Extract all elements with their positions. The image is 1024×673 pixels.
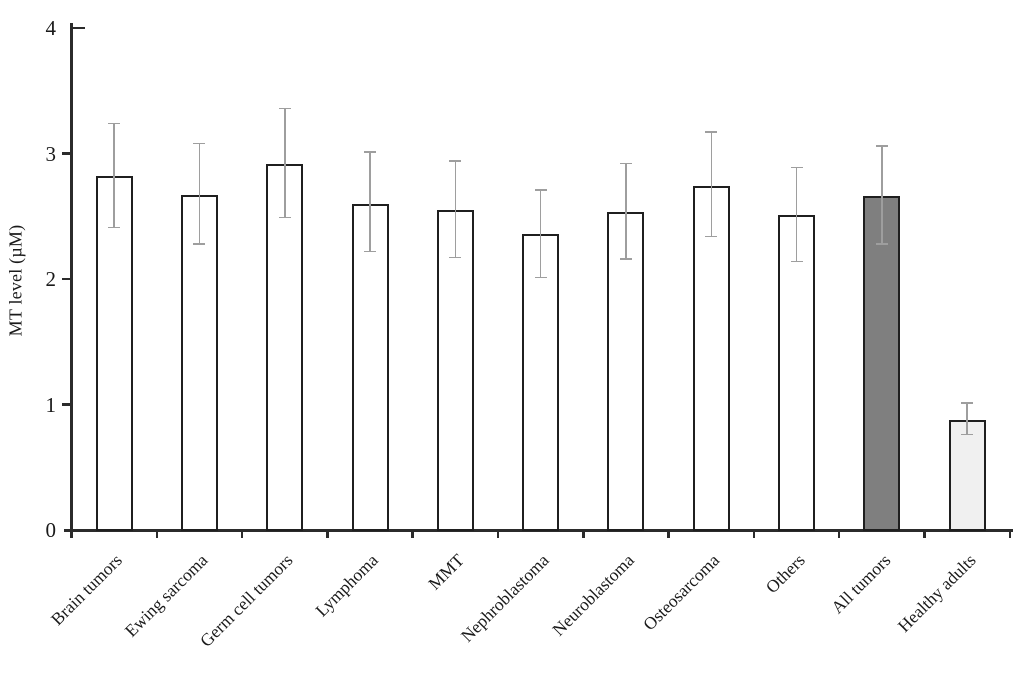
x-axis-label-lymphoma: Lymphoma <box>311 549 383 621</box>
y-tick-label: 0 <box>45 518 57 542</box>
error-bar-cap-top <box>278 107 291 110</box>
x-axis-label-brain-tumors: Brain tumors <box>47 549 127 630</box>
x-axis-label-all-tumors: All tumors <box>826 549 894 618</box>
error-bar-healthy-adults <box>966 403 968 435</box>
x-axis-label-healthy-adults: Healthy adults <box>893 549 980 636</box>
x-tick <box>70 530 73 538</box>
x-tick <box>582 530 585 538</box>
error-bar-cap-top <box>961 402 974 404</box>
error-bar-cap-top <box>364 151 377 153</box>
bar-brain-tumors <box>95 176 133 531</box>
bar-nephroblastoma <box>522 233 560 531</box>
bar-all-tumors <box>863 196 901 531</box>
error-bar-cap-bottom <box>534 276 547 279</box>
error-bar-cap-top <box>108 122 121 125</box>
error-bar-cap-bottom <box>364 250 377 253</box>
error-bar-brain-tumors <box>113 123 115 228</box>
bar-osteosarcoma <box>692 186 730 531</box>
bar-germ-cell-tumors <box>266 163 304 531</box>
x-tick <box>923 530 926 538</box>
error-bar-cap-bottom <box>108 226 121 229</box>
x-tick <box>752 530 756 538</box>
error-bar-osteosarcoma <box>710 132 712 237</box>
error-bar-cap-top <box>193 142 206 145</box>
y-tick-label: 2 <box>45 267 57 291</box>
error-bar-cap-bottom <box>193 243 206 245</box>
error-bar-others <box>795 167 798 262</box>
error-bar-cap-bottom <box>278 216 291 219</box>
error-bar-neuroblastoma <box>625 163 627 259</box>
x-tick <box>240 530 244 538</box>
error-bar-cap-bottom <box>705 235 718 238</box>
error-bar-lymphoma <box>369 152 371 252</box>
error-bar-ewing-sarcoma <box>198 143 201 244</box>
y-axis-line <box>70 23 73 531</box>
x-axis-label-nephroblastoma: Nephroblastoma <box>456 549 553 646</box>
y-tick <box>61 403 72 406</box>
x-tick <box>837 530 841 538</box>
y-tick-label: 3 <box>45 141 57 166</box>
error-bar-cap-top <box>449 160 462 162</box>
x-tick <box>155 530 159 538</box>
error-bar-cap-bottom <box>790 260 803 263</box>
y-axis-top-tick <box>72 26 85 29</box>
error-bar-cap-top <box>534 189 547 191</box>
error-bar-cap-top <box>619 162 632 165</box>
x-axis-label-ewing-sarcoma: Ewing sarcoma <box>120 549 212 641</box>
y-tick-label: 1 <box>45 392 57 417</box>
x-tick <box>667 530 670 538</box>
error-bar-mmt <box>454 161 457 258</box>
bar-healthy-adults <box>948 419 986 531</box>
bar-neuroblastoma <box>607 212 645 531</box>
error-bar-cap-top <box>875 145 888 147</box>
x-tick <box>326 530 329 538</box>
bar-lymphoma <box>351 203 389 531</box>
y-tick <box>61 152 72 155</box>
bar-ewing-sarcoma <box>180 194 218 531</box>
error-bar-germ-cell-tumors <box>284 108 286 218</box>
error-bar-cap-bottom <box>449 256 462 259</box>
y-tick-label: 4 <box>45 16 57 40</box>
x-tick <box>496 530 500 538</box>
error-bar-cap-bottom <box>961 433 974 436</box>
error-bar-cap-top <box>705 131 718 133</box>
error-bar-cap-top <box>790 166 803 169</box>
x-tick <box>1008 530 1012 538</box>
x-tick <box>411 530 414 538</box>
bar-others <box>778 214 816 531</box>
error-bar-cap-bottom <box>619 258 632 260</box>
y-tick <box>61 277 72 281</box>
x-axis-label-others: Others <box>761 549 809 598</box>
error-bar-all-tumors <box>881 145 883 244</box>
x-axis-label-osteosarcoma: Osteosarcoma <box>639 549 724 635</box>
error-bar-cap-bottom <box>875 243 888 245</box>
x-axis-label-germ-cell-tumors: Germ cell tumors <box>196 549 297 651</box>
bar-mmt <box>436 209 474 531</box>
x-axis-label-neuroblastoma: Neuroblastoma <box>548 549 639 640</box>
error-bar-nephroblastoma <box>539 189 542 278</box>
x-axis-label-mmt: MMT <box>423 549 468 594</box>
